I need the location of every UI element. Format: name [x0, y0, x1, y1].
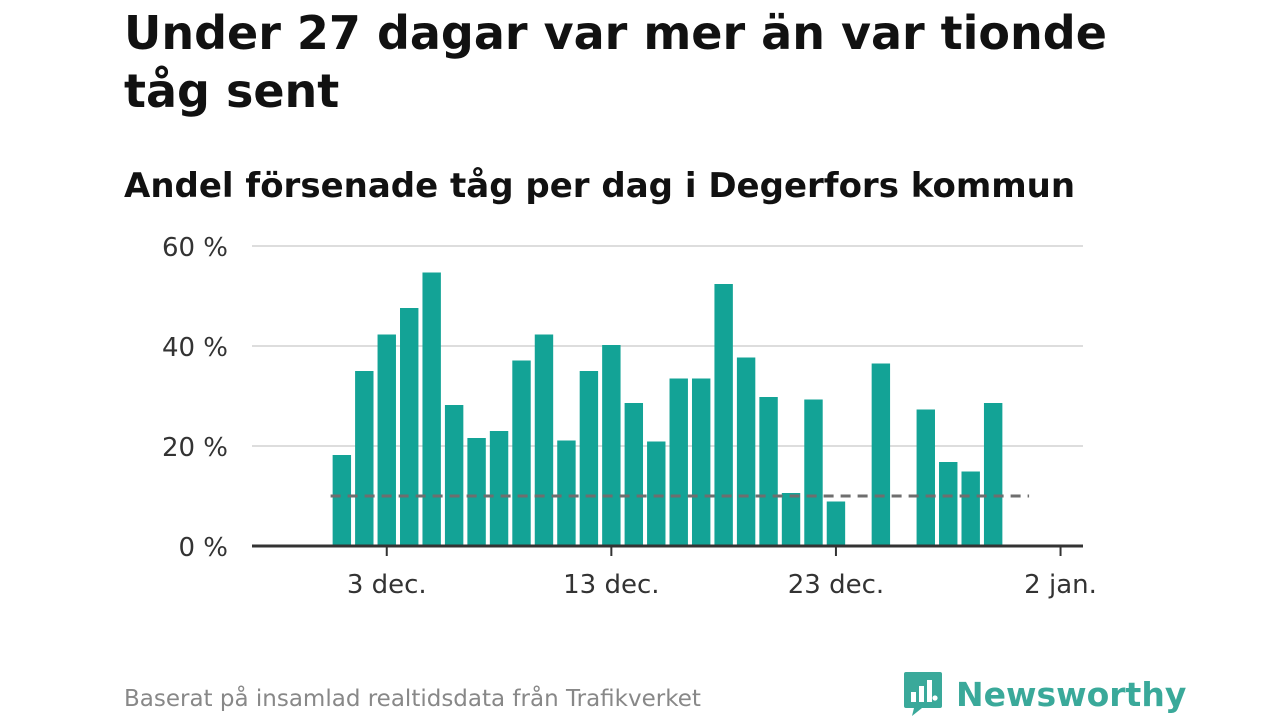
brand-name: Newsworthy — [956, 674, 1187, 714]
bar — [871, 363, 891, 546]
y-tick-label: 0 % — [178, 533, 228, 563]
bar — [579, 371, 599, 546]
y-tick-label: 20 % — [162, 433, 228, 463]
x-tick-label: 13 dec. — [563, 570, 659, 600]
bar — [939, 462, 958, 546]
y-axis-ticks: 0 % 20 % 40 % 60 % — [162, 233, 228, 563]
x-tick-label: 3 dec. — [347, 570, 427, 600]
newsworthy-logo-icon — [904, 672, 942, 716]
y-tick-label: 40 % — [162, 333, 228, 363]
bar — [400, 308, 419, 546]
bar — [669, 378, 688, 546]
source-note: Baserat på insamlad realtidsdata från Tr… — [124, 686, 701, 712]
bar — [467, 438, 486, 546]
bar — [534, 334, 554, 546]
bar — [736, 357, 756, 546]
bar — [961, 471, 980, 546]
chart-subtitle: Andel försenade tåg per dag i Degerfors … — [124, 166, 1076, 206]
x-tick-label: 2 jan. — [1024, 570, 1097, 600]
bar — [983, 403, 1003, 546]
bar — [691, 378, 711, 546]
bar — [422, 272, 441, 546]
bar — [332, 455, 352, 546]
brand-logo: Newsworthy — [902, 670, 1186, 718]
bar — [444, 405, 464, 546]
bar — [355, 371, 374, 546]
bar — [916, 409, 935, 546]
bar — [557, 440, 576, 546]
bar — [826, 501, 846, 546]
bars — [332, 272, 1003, 546]
chart-title: Under 27 dagar var mer än var tionde tåg… — [124, 6, 1107, 118]
bar — [781, 493, 801, 546]
y-tick-label: 60 % — [162, 233, 228, 263]
bar — [714, 284, 733, 546]
x-axis-ticks: 3 dec. 13 dec. 23 dec. 2 jan. — [347, 546, 1097, 600]
bar — [759, 397, 778, 546]
grid-lines — [252, 245, 1083, 447]
bar — [647, 441, 666, 546]
bar — [512, 360, 531, 546]
bar — [489, 431, 509, 546]
bar — [602, 345, 621, 546]
bar — [804, 399, 823, 546]
bar — [624, 403, 644, 546]
x-tick-label: 23 dec. — [788, 570, 884, 600]
bar — [377, 334, 396, 546]
